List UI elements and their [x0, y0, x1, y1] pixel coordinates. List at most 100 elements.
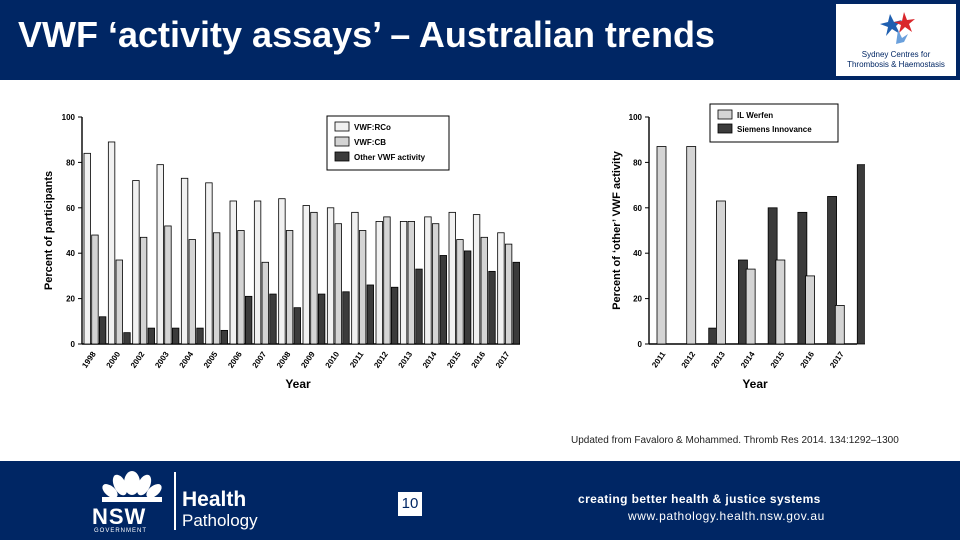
x-tick-label: 2002: [129, 350, 147, 370]
bar: [115, 259, 123, 345]
x-tick-label: 2014: [739, 350, 757, 370]
page-number: 10: [398, 492, 422, 516]
legend-label: Siemens Innovance: [737, 125, 812, 134]
x-tick-label: 2003: [153, 350, 171, 370]
bar: [99, 316, 107, 345]
x-tick-label: 2014: [421, 350, 439, 370]
x-tick-label: 2015: [445, 350, 463, 370]
bar: [342, 291, 350, 345]
other-activity-chart: 0 20 40 60 80 100 Percent of ‘other’ VWF activ…: [611, 103, 865, 391]
bar: [497, 232, 505, 345]
bar: [334, 223, 342, 345]
sydney-centres-logo: Sydney Centres for Thrombosis & Haemosta…: [836, 4, 956, 76]
bar: [375, 221, 383, 345]
x-tick-label: 2016: [470, 350, 488, 370]
legend-label: VWF:RCo: [354, 123, 391, 132]
x-tick-label: 2015: [769, 350, 787, 370]
x-axis-label: Year: [285, 377, 311, 391]
bar: [147, 327, 155, 345]
x-tick-label: 2009: [299, 350, 317, 370]
bar: [237, 230, 245, 345]
legend-swatch: [334, 121, 350, 132]
x-tick-label: 2013: [397, 350, 415, 370]
bar: [83, 152, 91, 345]
x-tick-label: 2017: [828, 350, 846, 370]
legend-swatch: [717, 109, 733, 120]
x-tick-label: 2007: [251, 350, 269, 370]
logo-line2: Thrombosis & Haemostasis: [847, 60, 945, 69]
x-tick-label: 1998: [80, 350, 98, 370]
y-tick-label: 20: [633, 295, 642, 304]
x-tick-label: 2012: [372, 350, 390, 370]
bar: [107, 141, 116, 345]
x-tick-label: 2012: [680, 350, 698, 370]
logo-line1: Sydney Centres for: [861, 50, 931, 59]
y-axis-label: Percent of ‘other’ VWF activity: [611, 150, 623, 310]
bar: [261, 261, 269, 345]
x-tick-label: 2010: [324, 350, 342, 370]
bar: [716, 200, 726, 345]
bar: [439, 255, 447, 345]
y-axis-label: Percent of participants: [43, 171, 55, 290]
tagline: creating better health & justice systems: [578, 492, 821, 506]
bar: [448, 211, 456, 345]
bar: [745, 268, 756, 345]
bar: [132, 180, 140, 345]
x-tick-label: 2011: [348, 350, 366, 370]
bar: [188, 239, 196, 345]
participants-chart: 0 20 40 60 80 100 Percent of participants 1998 2…: [43, 113, 520, 391]
bar: [244, 295, 253, 345]
bar: [269, 293, 277, 345]
y-tick-label: 20: [66, 295, 75, 304]
bar: [488, 270, 496, 345]
footer-url: www.pathology.health.nsw.gov.au: [628, 509, 825, 523]
bar: [775, 259, 786, 345]
bar: [407, 221, 415, 345]
bar: [827, 196, 837, 345]
bar: [164, 225, 172, 345]
bar: [229, 200, 237, 345]
x-tick-label: 2011: [650, 350, 668, 370]
bar: [456, 239, 464, 345]
bar: [431, 223, 440, 345]
x-tick-label: 2000: [105, 350, 123, 370]
bar: [686, 146, 697, 345]
x-tick-label: 2017: [494, 350, 512, 370]
bar: [123, 332, 131, 345]
y-tick-label: 80: [66, 158, 75, 167]
bar: [278, 198, 286, 345]
bar: [415, 268, 423, 345]
nsw-wordmark: NSW: [92, 504, 147, 529]
bar: [196, 327, 204, 345]
x-tick-label: 2006: [226, 350, 244, 370]
waratah-icon: [102, 471, 162, 502]
citation: Updated from Favaloro & Mohammed. Thromb…: [571, 435, 899, 446]
y-tick-label: 100: [62, 113, 76, 122]
bar: [399, 221, 408, 345]
bar: [383, 216, 391, 345]
legend-swatch: [334, 136, 350, 147]
x-axis-label: Year: [742, 377, 768, 391]
x-tick-label: 2013: [709, 350, 727, 370]
bar: [472, 214, 481, 345]
y-tick-label: 60: [633, 204, 642, 213]
bar: [91, 234, 99, 345]
slide-title: VWF ‘activity assays’ – Australian trend…: [18, 14, 715, 55]
logo-figures-icon: [880, 12, 915, 44]
bar: [480, 236, 488, 345]
legend-swatch: [717, 123, 733, 134]
x-tick-label: 2004: [178, 350, 196, 370]
bar: [180, 177, 189, 345]
bar: [212, 232, 221, 345]
bar: [504, 243, 513, 345]
bar: [317, 293, 326, 345]
bar: [220, 329, 228, 345]
bar: [139, 236, 148, 345]
legend-label: Other VWF activity: [354, 153, 426, 162]
bar: [834, 305, 845, 345]
x-tick-label: 2005: [202, 350, 220, 370]
legend-label: IL Werfen: [737, 111, 773, 120]
y-tick-label: 60: [66, 204, 75, 213]
pathology-wordmark: Pathology: [182, 511, 258, 530]
y-tick-label: 0: [638, 340, 643, 349]
